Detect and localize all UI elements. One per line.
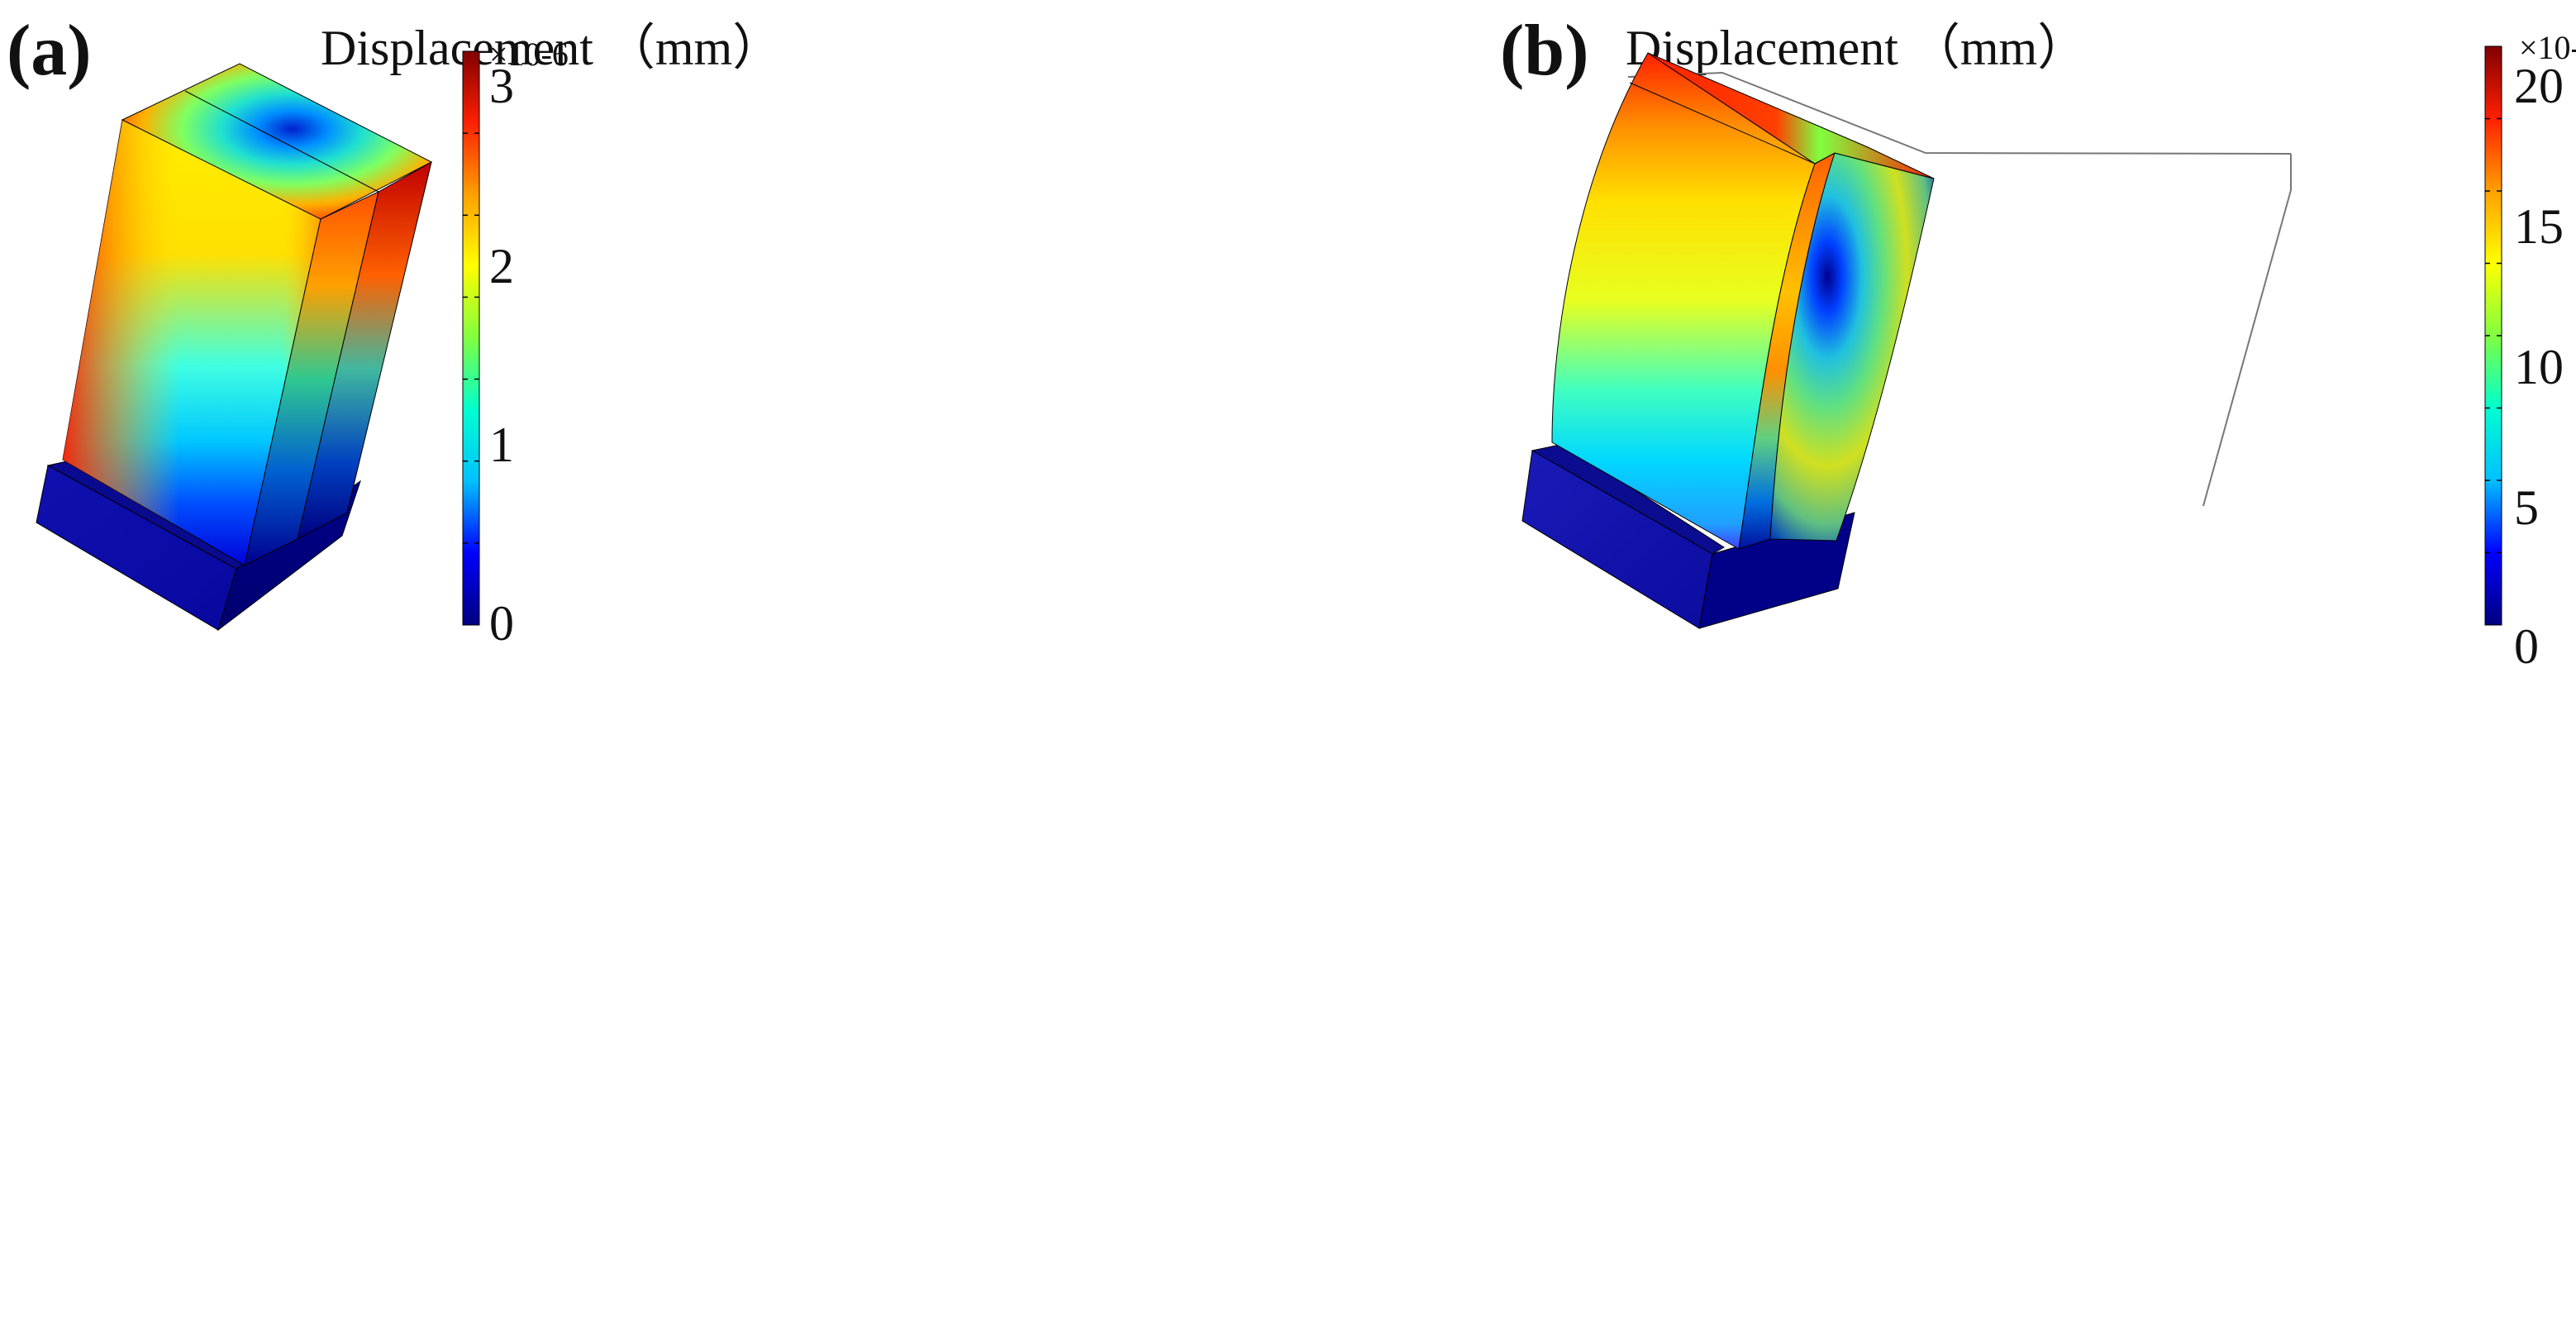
panel-b-colorbar-multiplier: ×10-6 <box>2519 29 2576 66</box>
panel-b-title: Displacement （mm） <box>1626 21 2088 75</box>
panel-b-deformation-plot <box>1521 45 2502 629</box>
panel-a-deformation-plot <box>36 50 480 632</box>
panel-b-colorbar <box>2484 45 2502 626</box>
panel-b-colorbar-tick: 5 <box>2514 480 2539 535</box>
panel-b-label: (b) <box>1500 11 1589 91</box>
panel-b-colorbar-tick: 0 <box>2514 619 2539 674</box>
panel-b-colorbar-tick: 15 <box>2514 199 2564 254</box>
panel-a-title: Displacement （mm） <box>321 21 783 75</box>
panel-a-colorbar-tick: 1 <box>489 418 514 472</box>
panel-b-colorbar-tick: 20 <box>2514 59 2564 113</box>
panel-a: (a) Displacement （mm） <box>7 11 783 651</box>
panel-a-label: (a) <box>7 11 92 91</box>
panel-a-colorbar-tick: 2 <box>489 239 514 293</box>
panel-a-colorbar <box>462 50 480 626</box>
panel-b-colorbar-tick: 10 <box>2514 340 2564 394</box>
panel-a-colorbar-multiplier: ×10-6 <box>489 36 569 73</box>
panel-a-colorbar-tick: 0 <box>489 596 514 651</box>
panel-b: (b) Displacement （mm） <box>1289 0 2576 1317</box>
panel-a-colorbar-tick: 3 <box>489 59 514 113</box>
